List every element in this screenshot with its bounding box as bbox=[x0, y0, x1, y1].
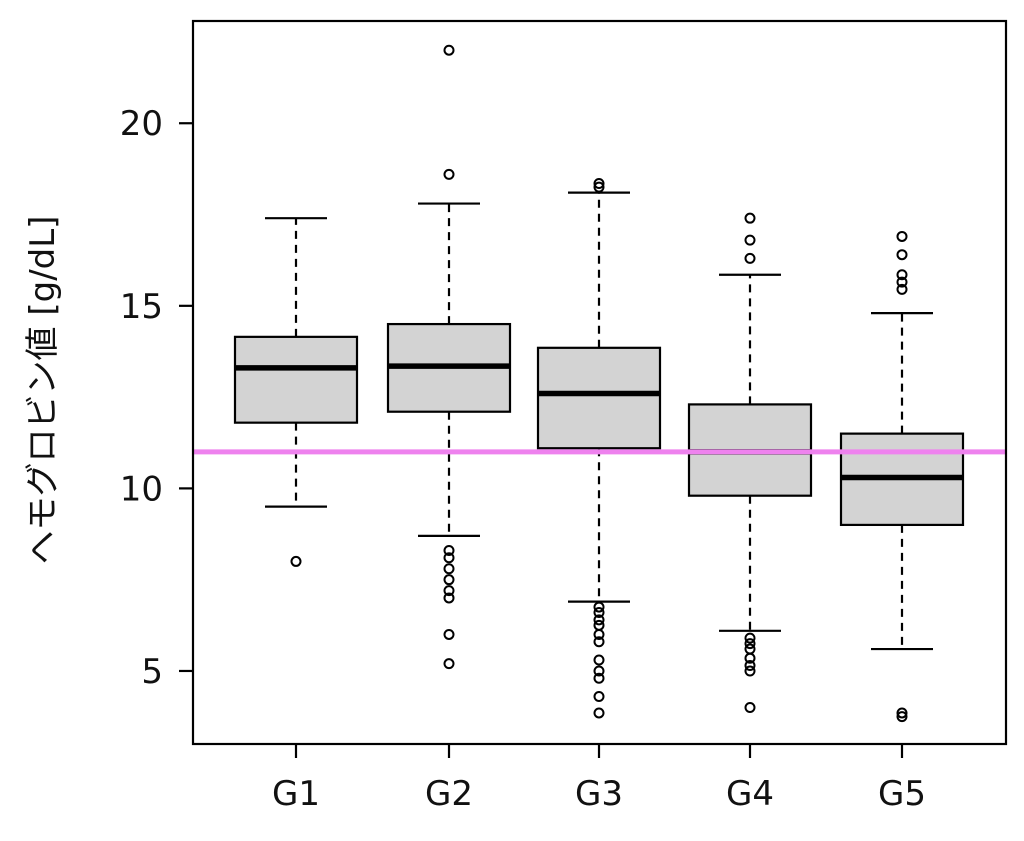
box-g5 bbox=[839, 230, 965, 723]
outlier-point bbox=[443, 168, 455, 180]
outlier-point bbox=[744, 638, 756, 650]
outlier-point bbox=[744, 252, 756, 264]
outlier-point bbox=[593, 177, 605, 189]
x-tick-label: G4 bbox=[726, 774, 774, 814]
outlier-point bbox=[896, 283, 908, 295]
outlier-point bbox=[896, 230, 908, 242]
outlier-point bbox=[593, 636, 605, 648]
outlier-point bbox=[290, 555, 302, 567]
outlier-point bbox=[443, 585, 455, 597]
outlier-point bbox=[443, 563, 455, 575]
outlier-point bbox=[593, 665, 605, 677]
box-g3 bbox=[536, 177, 662, 719]
outlier-point bbox=[744, 701, 756, 713]
outlier-point bbox=[593, 181, 605, 193]
outlier-point bbox=[744, 632, 756, 644]
outlier-point bbox=[896, 249, 908, 261]
outlier-point bbox=[744, 234, 756, 246]
outlier-point bbox=[443, 592, 455, 604]
boxes-layer bbox=[233, 44, 965, 723]
outlier-point bbox=[443, 44, 455, 56]
y-tick-label: 20 bbox=[120, 104, 163, 144]
outlier-point bbox=[896, 711, 908, 723]
outlier-point bbox=[443, 628, 455, 640]
x-tick-label: G2 bbox=[425, 774, 473, 814]
outlier-point bbox=[443, 574, 455, 586]
outlier-point bbox=[443, 658, 455, 670]
outlier-point bbox=[443, 544, 455, 556]
outlier-point bbox=[744, 652, 756, 664]
outlier-point bbox=[896, 707, 908, 719]
outlier-point bbox=[744, 212, 756, 224]
y-tick-label: 10 bbox=[120, 469, 163, 509]
box-g4 bbox=[687, 212, 813, 713]
outlier-point bbox=[896, 269, 908, 281]
x-tick-label: G5 bbox=[878, 774, 926, 814]
x-tick-label: G3 bbox=[575, 774, 623, 814]
y-tick-label: 5 bbox=[141, 652, 163, 692]
x-tick-label: G1 bbox=[272, 774, 320, 814]
outlier-point bbox=[593, 601, 605, 613]
y-tick-label: 15 bbox=[120, 287, 163, 327]
outlier-point bbox=[593, 691, 605, 703]
box-g2 bbox=[386, 44, 512, 670]
outlier-point bbox=[593, 614, 605, 626]
outlier-point bbox=[593, 654, 605, 666]
outlier-point bbox=[593, 628, 605, 640]
outlier-point bbox=[443, 552, 455, 564]
iqr-box bbox=[536, 346, 662, 450]
box-g1 bbox=[233, 217, 359, 567]
outlier-point bbox=[896, 276, 908, 288]
outlier-point bbox=[593, 607, 605, 619]
axes-layer: 5 10 15 20 G1 G2 G3 G4 G5 bbox=[120, 19, 1008, 814]
y-axis-label: ヘモグロビン値 [g/dL] bbox=[23, 216, 63, 565]
outlier-point bbox=[593, 707, 605, 719]
iqr-box bbox=[233, 335, 359, 424]
outlier-point bbox=[744, 665, 756, 677]
outlier-point bbox=[744, 659, 756, 671]
outlier-point bbox=[593, 672, 605, 684]
